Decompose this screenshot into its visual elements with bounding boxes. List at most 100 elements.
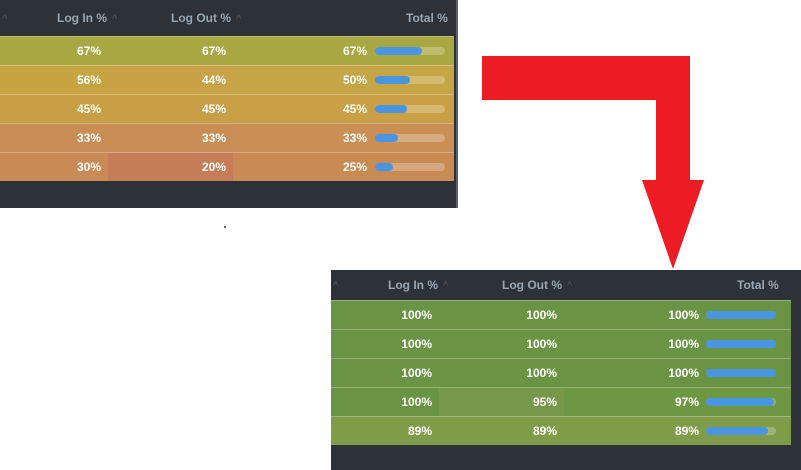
table-row: 67% 67% 67% [0, 36, 454, 65]
login-value: 89% [407, 424, 432, 438]
table-header: ^ Log In % ^ Log Out % ^ Total % [0, 0, 458, 36]
progress-bar [375, 105, 445, 113]
logout-cell-heat [108, 153, 233, 181]
table-row: 30% 20% 25% [0, 152, 454, 181]
logout-cell-heat [108, 37, 233, 65]
logout-cell-heat [108, 66, 233, 94]
progress-bar-fill [375, 47, 422, 55]
table-row: 100% 100% 100% [331, 300, 791, 329]
header-label-login: Log In % [57, 11, 107, 25]
table-row: 56% 44% 50% [0, 65, 454, 94]
login-value: 30% [76, 160, 101, 174]
sort-up-icon[interactable]: ^ [333, 280, 339, 290]
login-cell-heat [0, 153, 108, 181]
column-header-login[interactable]: Log In % ^ [388, 270, 448, 300]
header-label-total: Total % [737, 278, 779, 292]
logout-value: 44% [201, 73, 226, 87]
login-cell-heat [0, 37, 108, 65]
logout-value: 100% [526, 337, 557, 351]
table-row: 45% 45% 45% [0, 94, 454, 123]
progress-bar [375, 47, 445, 55]
header-label-logout: Log Out % [171, 11, 231, 25]
logout-cell-heat [439, 359, 564, 387]
stray-dot [224, 226, 226, 228]
sort-up-icon[interactable]: ^ [567, 280, 573, 290]
progress-bar [706, 427, 776, 435]
logout-value: 45% [201, 102, 226, 116]
logout-value: 100% [526, 366, 557, 380]
logout-value: 20% [201, 160, 226, 174]
table-header: ^ Log In % ^ Log Out % ^ Total % [331, 270, 801, 300]
logout-value: 100% [526, 308, 557, 322]
column-header-total[interactable]: Total % [406, 0, 448, 36]
sort-up-icon[interactable]: ^ [443, 280, 449, 290]
progress-bar [706, 311, 776, 319]
logout-cell-heat [108, 95, 233, 123]
logout-cell-heat [439, 417, 564, 445]
logout-cell-heat [108, 124, 233, 152]
login-value: 100% [401, 308, 432, 322]
total-value: 25% [342, 160, 367, 174]
login-value: 56% [76, 73, 101, 87]
progress-bar [706, 340, 776, 348]
login-cell-heat [0, 124, 108, 152]
table-row: 100% 100% 100% [331, 329, 791, 358]
table-before: ^ Log In % ^ Log Out % ^ Total % 67% 67% 6… [0, 0, 458, 208]
table-after: ^ Log In % ^ Log Out % ^ Total % 100% 100… [331, 270, 801, 470]
login-cell-heat [0, 66, 108, 94]
progress-bar-fill [706, 340, 776, 348]
login-cell-heat [331, 417, 439, 445]
progress-bar-fill [375, 134, 399, 142]
sort-up-icon[interactable]: ^ [112, 13, 118, 23]
column-header-logout[interactable]: Log Out % ^ [171, 0, 241, 36]
progress-bar-fill [375, 76, 410, 84]
total-value: 45% [342, 102, 367, 116]
progress-bar-fill [375, 105, 407, 113]
total-value: 100% [668, 308, 699, 322]
column-header-login[interactable]: Log In % ^ [57, 0, 117, 36]
total-value: 100% [668, 366, 699, 380]
logout-cell-heat [439, 388, 564, 416]
arrow-shape [482, 56, 704, 269]
total-value: 89% [674, 424, 699, 438]
arrow-down-icon [482, 56, 704, 269]
total-value: 100% [668, 337, 699, 351]
logout-value: 33% [201, 131, 226, 145]
progress-bar [706, 398, 776, 406]
progress-bar [375, 76, 445, 84]
login-cell-heat [331, 330, 439, 358]
column-header-logout[interactable]: Log Out % ^ [502, 270, 572, 300]
total-value: 67% [342, 44, 367, 58]
sort-up-icon[interactable]: ^ [2, 13, 8, 23]
logout-cell-heat [439, 301, 564, 329]
table-row: 89% 89% 89% [331, 416, 791, 445]
table-row: 100% 95% 97% [331, 387, 791, 416]
total-value: 33% [342, 131, 367, 145]
logout-cell-heat [439, 330, 564, 358]
progress-bar [375, 134, 445, 142]
table-row: 33% 33% 33% [0, 123, 454, 152]
login-value: 33% [76, 131, 101, 145]
login-value: 100% [401, 395, 432, 409]
progress-bar-fill [706, 311, 776, 319]
logout-value: 95% [532, 395, 557, 409]
total-value: 50% [342, 73, 367, 87]
progress-bar-fill [375, 163, 393, 171]
column-header-total[interactable]: Total % [737, 270, 779, 300]
progress-bar [375, 163, 445, 171]
logout-value: 67% [201, 44, 226, 58]
login-cell-heat [331, 359, 439, 387]
panel-edge [456, 0, 458, 208]
header-label-logout: Log Out % [502, 278, 562, 292]
progress-bar-fill [706, 427, 769, 435]
login-value: 100% [401, 337, 432, 351]
logout-value: 89% [532, 424, 557, 438]
progress-bar-fill [706, 398, 774, 406]
sort-up-icon[interactable]: ^ [236, 13, 242, 23]
table-row: 100% 100% 100% [331, 358, 791, 387]
header-label-login: Log In % [388, 278, 438, 292]
login-value: 45% [76, 102, 101, 116]
login-value: 67% [76, 44, 101, 58]
login-cell-heat [0, 95, 108, 123]
login-cell-heat [331, 388, 439, 416]
